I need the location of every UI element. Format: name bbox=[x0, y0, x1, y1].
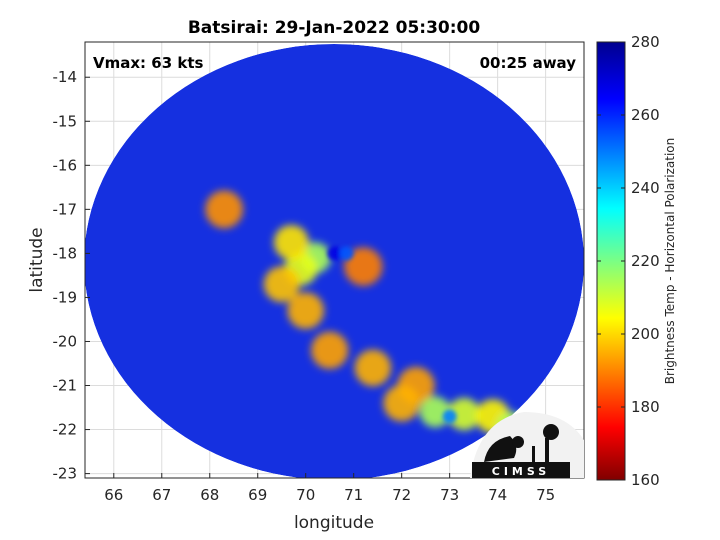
colorbar-label: Brightness Temp - Horizontal Polarizatio… bbox=[663, 138, 677, 385]
swath-feature bbox=[273, 224, 309, 260]
y-axis: -14 -15 -16 -17 -18 -19 -20 -21 -22 -23 bbox=[53, 68, 90, 483]
x-tick-label: 73 bbox=[440, 486, 459, 504]
colorbar-tick-label: 260 bbox=[631, 106, 660, 124]
x-tick-label: 70 bbox=[296, 486, 315, 504]
colorbar-tick-label: 160 bbox=[631, 471, 660, 489]
chart-title: Batsirai: 29-Jan-2022 05:30:00 bbox=[188, 18, 481, 38]
colorbar-tick-label: 280 bbox=[631, 33, 660, 51]
swath-feature bbox=[419, 396, 451, 428]
swath-feature bbox=[339, 246, 354, 261]
swath-feature bbox=[263, 266, 300, 303]
cimss-logo: CIMSS bbox=[470, 412, 584, 478]
vmax-annotation: Vmax: 63 kts bbox=[93, 54, 203, 72]
colorbar-tick-label: 180 bbox=[631, 398, 660, 416]
x-tick-label: 71 bbox=[344, 486, 363, 504]
y-tick-label: -21 bbox=[53, 377, 78, 395]
swath-image bbox=[85, 44, 584, 478]
swath-feature bbox=[354, 349, 392, 387]
y-tick-label: -19 bbox=[53, 288, 78, 306]
y-tick-label: -23 bbox=[53, 465, 78, 483]
swath-feature bbox=[205, 190, 244, 229]
colorbar-tick-label: 200 bbox=[631, 325, 660, 343]
axes-box bbox=[84, 41, 585, 479]
y-tick-label: -15 bbox=[53, 112, 78, 130]
colorbar: 280 260 240 220 200 180 160 Brightness Temp - … bbox=[596, 33, 677, 489]
swath-feature bbox=[311, 331, 349, 369]
x-tick-label: 68 bbox=[200, 486, 219, 504]
y-tick-label: -20 bbox=[53, 332, 78, 350]
swath-feature bbox=[344, 247, 383, 286]
swath-base bbox=[85, 44, 584, 478]
x-tick-label: 66 bbox=[104, 486, 123, 504]
x-tick-label: 67 bbox=[152, 486, 171, 504]
colorbar-tick-label: 220 bbox=[631, 252, 660, 270]
swath-feature bbox=[383, 384, 420, 422]
x-axis: 66 67 68 69 70 71 72 73 74 75 bbox=[104, 473, 555, 504]
timing-annotation: 00:25 away bbox=[480, 54, 577, 72]
x-tick-label: 69 bbox=[248, 486, 267, 504]
colorbar-tick-label: 240 bbox=[631, 179, 660, 197]
swath-feature bbox=[442, 409, 457, 424]
x-tick-label: 74 bbox=[488, 486, 507, 504]
x-tick-label: 72 bbox=[392, 486, 411, 504]
y-tick-label: -14 bbox=[53, 68, 78, 86]
cimss-logo-text: CIMSS bbox=[492, 465, 550, 478]
y-axis-label: latitude bbox=[27, 227, 47, 292]
y-tick-label: -22 bbox=[53, 421, 78, 439]
y-tick-label: -17 bbox=[53, 200, 78, 218]
colorbar-ramp bbox=[596, 41, 626, 481]
swath-feature bbox=[447, 397, 481, 431]
y-tick-label: -16 bbox=[53, 156, 78, 174]
swath-feature bbox=[327, 246, 342, 261]
y-tick-label: -18 bbox=[53, 244, 78, 262]
x-tick-label: 75 bbox=[536, 486, 555, 504]
swath-feature bbox=[287, 292, 325, 329]
x-axis-label: longitude bbox=[294, 513, 374, 533]
